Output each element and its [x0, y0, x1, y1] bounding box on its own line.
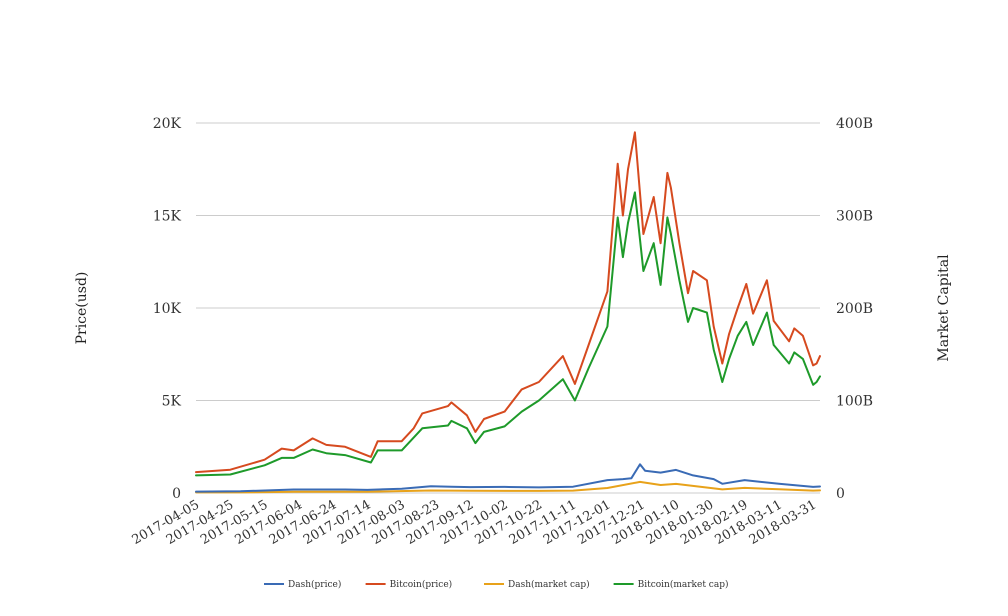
series-line-dash-price — [195, 463, 821, 493]
left-tick-label: 10K — [153, 301, 182, 317]
left-axis-ticks: 0 5K 10K 15K 20K — [153, 116, 182, 502]
right-tick-label: 300B — [836, 209, 873, 225]
series-layer — [195, 131, 821, 494]
left-axis-title: Price(usd) — [74, 272, 90, 345]
legend-label: Dash(market cap) — [508, 579, 590, 590]
right-tick-label: 100B — [836, 394, 873, 410]
right-axis-title: Market Capital — [936, 254, 952, 362]
series-line-dash-market-cap — [195, 480, 821, 494]
left-tick-label: 20K — [153, 116, 182, 132]
right-axis-ticks: 0 100B 200B 300B 400B — [836, 116, 873, 502]
gridlines — [196, 122, 820, 494]
x-axis-ticks: 2017-04-052017-04-252017-05-152017-06-04… — [130, 497, 820, 547]
right-tick-label: 200B — [836, 301, 873, 317]
left-tick-label: 15K — [153, 209, 182, 225]
series-line-bitcoin-price — [195, 131, 821, 474]
right-tick-label: 400B — [836, 116, 873, 132]
legend-label: Dash(price) — [288, 579, 341, 590]
series-line-bitcoin-market-cap — [195, 191, 821, 477]
left-tick-label: 5K — [162, 394, 182, 410]
legend-label: Bitcoin(market cap) — [638, 579, 729, 590]
legend-label: Bitcoin(price) — [390, 579, 453, 590]
left-tick-label: 0 — [172, 486, 181, 502]
right-tick-label: 0 — [836, 486, 845, 502]
legend: Dash(price) Bitcoin(price) Dash(market cap… — [264, 579, 729, 590]
